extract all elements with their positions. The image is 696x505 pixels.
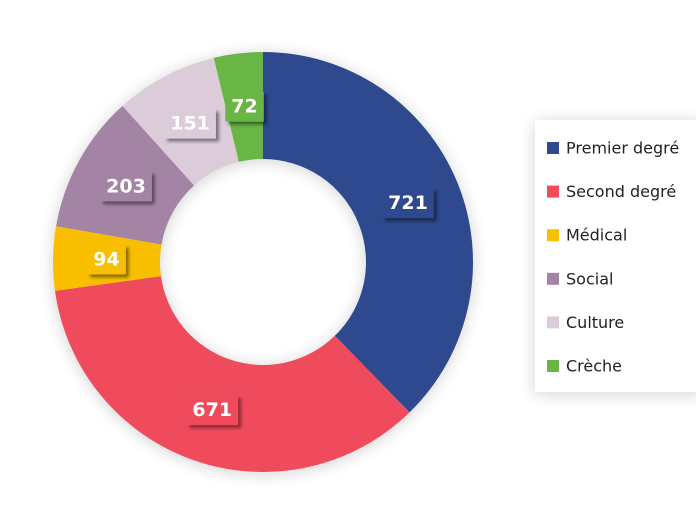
- data-label: 151: [170, 113, 210, 135]
- data-label: 671: [192, 399, 232, 421]
- legend-box: [535, 120, 696, 392]
- data-label-box: [100, 171, 152, 202]
- legend-label: Médical: [566, 226, 627, 245]
- legend-label: Premier degré: [566, 139, 679, 158]
- data-label: 94: [93, 248, 119, 270]
- slice: [54, 276, 410, 473]
- legend-swatch: [547, 272, 559, 285]
- legend-swatch: [547, 360, 559, 372]
- data-label-box: [382, 188, 434, 219]
- legend-label: Social: [566, 269, 613, 288]
- legend-swatch: [547, 185, 559, 198]
- legend-swatch: [547, 142, 559, 154]
- legend-label: Crèche: [566, 357, 622, 376]
- legend-swatch: [547, 316, 559, 329]
- data-label-box: [164, 108, 216, 139]
- data-label-box: [186, 395, 239, 426]
- legend-label: Culture: [566, 313, 624, 332]
- data-label-box: [225, 91, 264, 122]
- data-label-box: [87, 244, 126, 275]
- slice: [263, 52, 474, 413]
- data-label: 203: [106, 175, 146, 197]
- data-label: 721: [388, 192, 428, 214]
- data-label: 72: [231, 96, 257, 118]
- legend-label: Second degré: [566, 182, 676, 201]
- legend-swatch: [547, 229, 559, 242]
